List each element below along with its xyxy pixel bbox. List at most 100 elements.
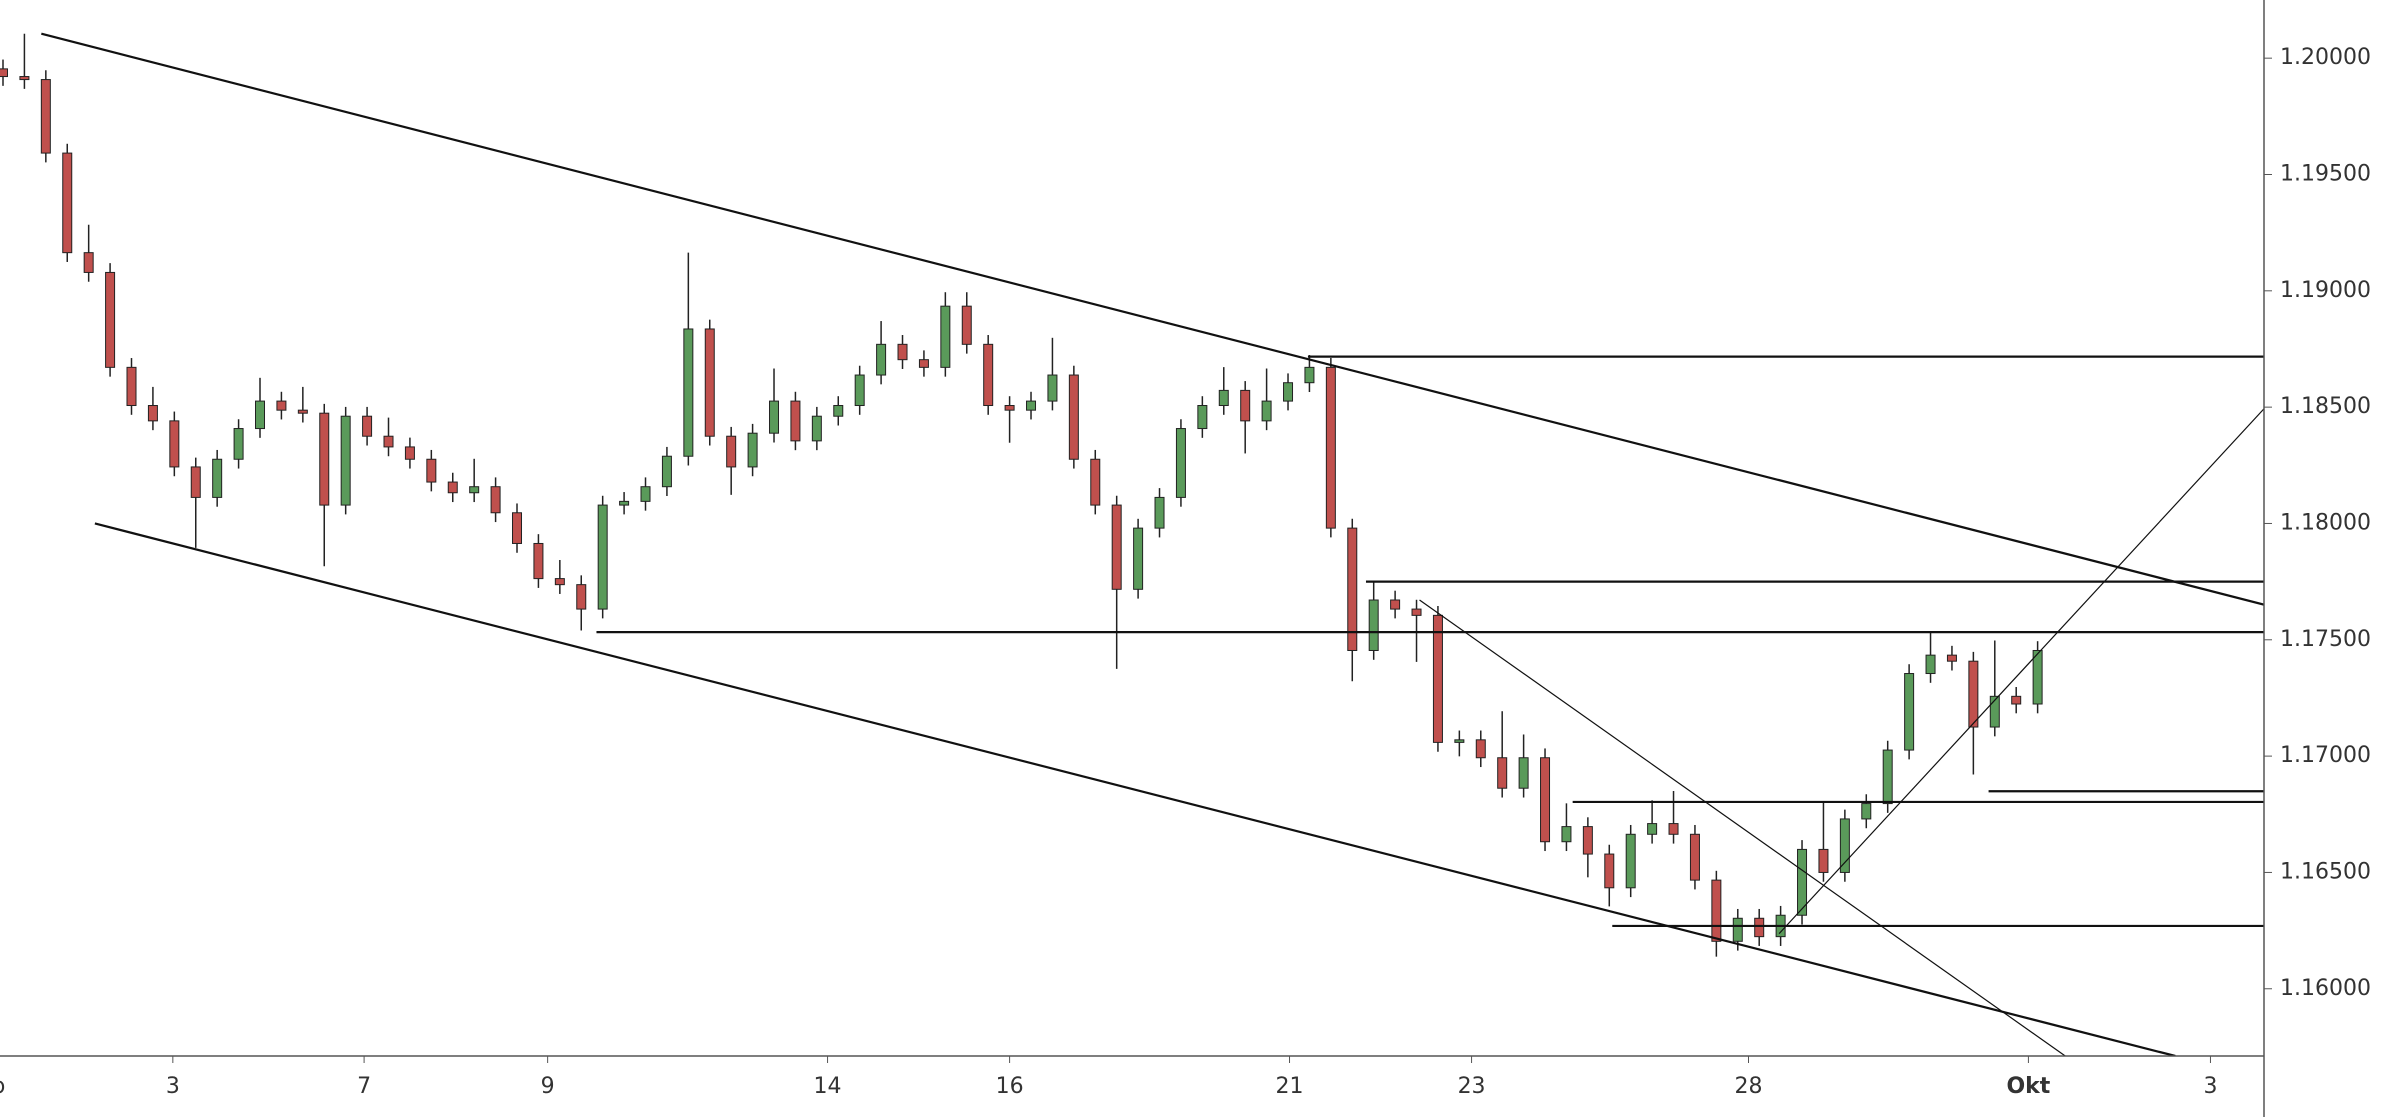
candle-body	[2032, 649, 2043, 705]
x-tick-label: 3	[166, 1074, 180, 1099]
candle-body	[833, 405, 844, 417]
candle-body	[854, 374, 865, 407]
candle-body	[1261, 400, 1272, 422]
candle-body	[1540, 757, 1551, 843]
candle-body	[469, 486, 480, 494]
x-tick-label: 16	[996, 1074, 1024, 1099]
candle-body	[619, 500, 630, 506]
candle-body	[362, 415, 373, 437]
candle-body	[1454, 739, 1465, 743]
candle-body	[876, 343, 887, 376]
candle-body	[1004, 405, 1015, 411]
x-tick-label: 9	[541, 1074, 555, 1099]
candle-body	[790, 400, 801, 442]
candle-body	[1518, 757, 1529, 789]
x-tick-label: 28	[1734, 1074, 1762, 1099]
x-tick-label: 21	[1276, 1074, 1304, 1099]
candle-body	[1754, 917, 1765, 938]
thin-trend-line	[1778, 408, 2264, 935]
candle-body	[1582, 826, 1593, 855]
x-tick-label: 7	[357, 1074, 371, 1099]
candle-body	[1304, 366, 1315, 384]
candle-body	[1946, 654, 1957, 662]
candle-body	[1175, 428, 1186, 498]
x-tick-label: 3	[2203, 1074, 2217, 1099]
candle-body	[1711, 879, 1722, 942]
candle-body	[447, 481, 458, 494]
candle-body	[1068, 374, 1079, 460]
candle-body	[983, 343, 994, 407]
candle-body	[940, 305, 951, 368]
candle-body	[1154, 496, 1165, 529]
candle-body	[1647, 823, 1658, 835]
candle-body	[1797, 848, 1808, 916]
candle-body	[1839, 818, 1850, 873]
candle-body	[961, 305, 972, 345]
candle-body	[383, 435, 394, 448]
candle-body	[40, 79, 51, 154]
candle-body	[126, 366, 137, 407]
candle-body	[1133, 527, 1144, 590]
candle-body	[1368, 599, 1379, 651]
candle-body	[661, 455, 672, 488]
candle-body	[255, 400, 266, 430]
candle-body	[190, 466, 201, 498]
candle-body	[147, 405, 158, 422]
y-tick-label: 1.17000	[2280, 743, 2371, 768]
y-tick-label: 1.17500	[2280, 627, 2371, 652]
candle-body	[1904, 673, 1915, 751]
candle-body	[105, 271, 116, 368]
y-tick-label: 1.16500	[2280, 859, 2371, 884]
candle-body	[1047, 374, 1058, 402]
candle-body	[1111, 504, 1122, 590]
candle-body	[747, 432, 758, 468]
candle-body	[1218, 389, 1229, 407]
candle-body	[1026, 400, 1037, 411]
plot-area	[0, 32, 2264, 1056]
candle-body	[83, 252, 94, 273]
candle-body	[297, 409, 308, 414]
x-tick-label: Sep	[0, 1074, 5, 1099]
x-tick-label: Okt	[2006, 1074, 2050, 1099]
candle-body	[1561, 826, 1572, 843]
candle-body	[1925, 654, 1936, 675]
candle-body	[1325, 366, 1336, 529]
trend-line	[41, 32, 2264, 606]
candle-body	[1090, 458, 1101, 506]
candle-body	[1818, 848, 1829, 873]
candle-body	[1240, 389, 1251, 422]
candle-body	[233, 428, 244, 460]
candle-body	[1390, 599, 1401, 610]
candle-body	[404, 446, 415, 460]
candle-body	[62, 152, 73, 254]
y-tick-label: 1.16000	[2280, 976, 2371, 1001]
candle-body	[597, 504, 608, 610]
candle-body	[276, 400, 287, 411]
candle-body	[811, 415, 822, 442]
candle-body	[1432, 614, 1443, 743]
y-tick-label: 1.18500	[2280, 394, 2371, 419]
candle-body	[1989, 695, 2000, 728]
candle-body	[0, 68, 8, 78]
y-tick-label: 1.19500	[2280, 161, 2371, 186]
candle-body	[769, 400, 780, 434]
candle-body	[426, 458, 437, 483]
x-tick-label: 23	[1458, 1074, 1486, 1099]
candle-body	[576, 584, 587, 610]
candle-body	[683, 328, 694, 457]
candle-body	[2011, 695, 2022, 705]
candle-body	[704, 328, 715, 437]
candle-body	[640, 486, 651, 502]
candle-body	[1689, 833, 1700, 881]
y-tick-label: 1.18000	[2280, 510, 2371, 535]
candle-body	[1861, 803, 1872, 820]
candle-body	[1968, 660, 1979, 728]
candle-body	[918, 359, 929, 368]
candle-body	[554, 578, 565, 586]
candle-body	[1668, 823, 1679, 835]
candle-body	[726, 435, 737, 468]
candle-body	[1411, 608, 1422, 616]
candle-body	[1347, 527, 1358, 651]
x-tick-label: 14	[814, 1074, 842, 1099]
